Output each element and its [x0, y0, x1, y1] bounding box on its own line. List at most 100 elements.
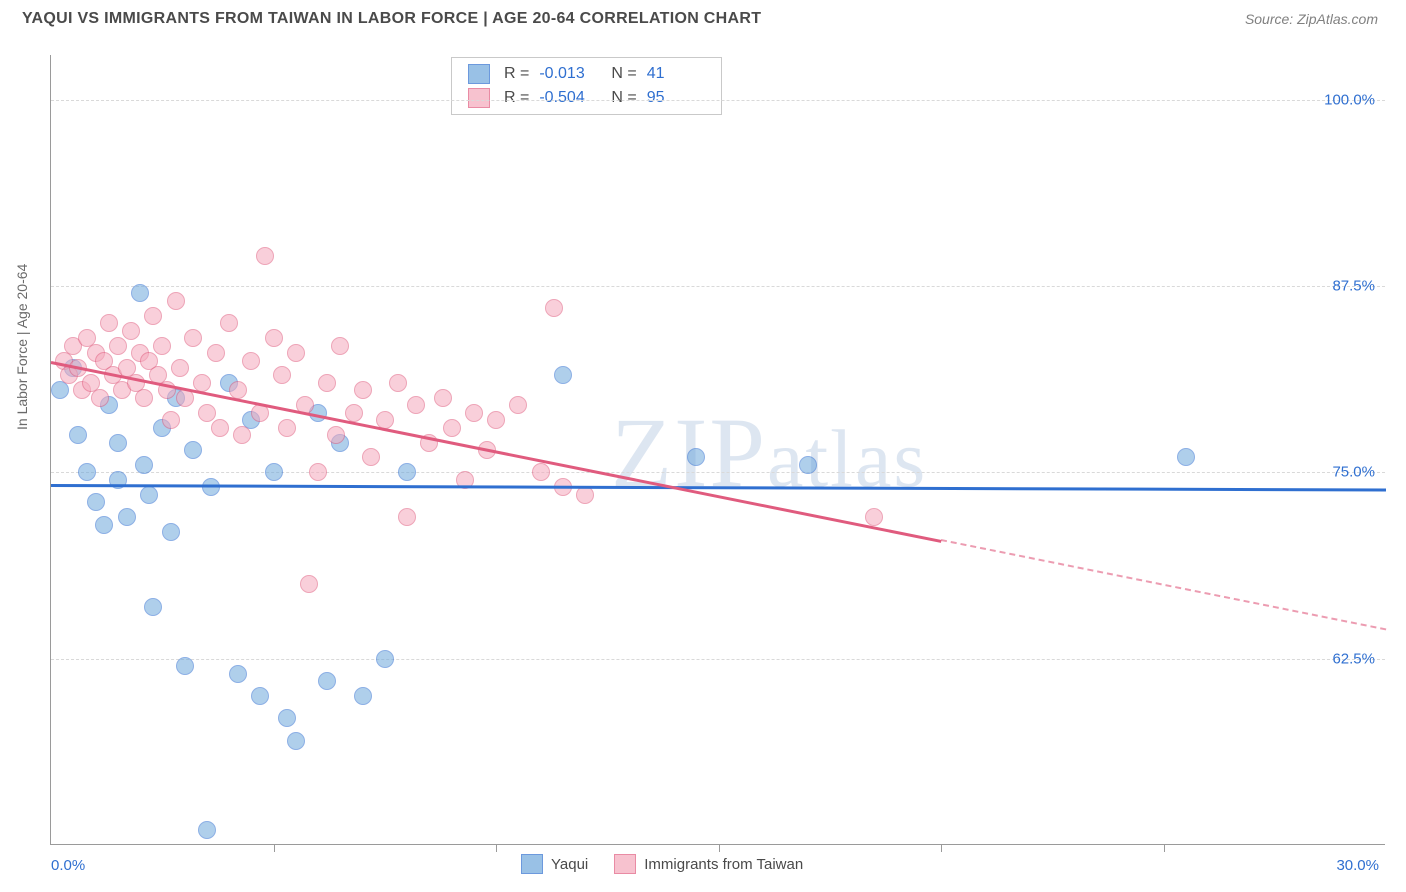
data-point: [545, 299, 563, 317]
chart-title: YAQUI VS IMMIGRANTS FROM TAIWAN IN LABOR…: [22, 10, 761, 28]
data-point: [95, 516, 113, 534]
data-point: [331, 337, 349, 355]
stats-row-taiwan: R = -0.504 N = 95: [452, 86, 721, 110]
y-tick-label: 87.5%: [1332, 278, 1375, 295]
data-point: [109, 337, 127, 355]
y-tick-label: 75.0%: [1332, 464, 1375, 481]
data-point: [273, 366, 291, 384]
y-axis-title: In Labor Force | Age 20-64: [14, 264, 30, 430]
r-label: R =: [504, 89, 529, 107]
x-tick-label: 30.0%: [1336, 857, 1379, 874]
data-point: [176, 657, 194, 675]
data-point: [487, 411, 505, 429]
legend-item-taiwan: Immigrants from Taiwan: [614, 854, 803, 874]
data-point: [1177, 448, 1195, 466]
data-point: [687, 448, 705, 466]
gridline: [51, 472, 1385, 473]
correlation-stats-box: R = -0.013 N = 41 R = -0.504 N = 95: [451, 57, 722, 115]
data-point: [327, 426, 345, 444]
watermark: ZIPatlas: [611, 395, 927, 510]
data-point: [118, 508, 136, 526]
n-value-yaqui: 41: [647, 65, 705, 83]
data-point: [443, 419, 461, 437]
data-point: [309, 463, 327, 481]
data-point: [318, 672, 336, 690]
data-point: [91, 389, 109, 407]
data-point: [109, 434, 127, 452]
data-point: [233, 426, 251, 444]
legend-label-yaqui: Yaqui: [551, 856, 588, 873]
data-point: [220, 314, 238, 332]
data-point: [131, 284, 149, 302]
gridline: [51, 659, 1385, 660]
data-point: [554, 366, 572, 384]
x-tick: [274, 844, 275, 852]
data-point: [278, 419, 296, 437]
data-point: [144, 307, 162, 325]
data-point: [799, 456, 817, 474]
data-point: [345, 404, 363, 422]
legend-label-taiwan: Immigrants from Taiwan: [644, 856, 803, 873]
data-point: [265, 463, 283, 481]
data-point: [434, 389, 452, 407]
trend-line-dashed: [941, 539, 1386, 630]
n-label: N =: [611, 65, 636, 83]
data-point: [354, 381, 372, 399]
data-point: [87, 493, 105, 511]
y-tick-label: 100.0%: [1324, 91, 1375, 108]
data-point: [465, 404, 483, 422]
data-point: [265, 329, 283, 347]
data-point: [122, 322, 140, 340]
stats-row-yaqui: R = -0.013 N = 41: [452, 62, 721, 86]
data-point: [162, 411, 180, 429]
data-point: [354, 687, 372, 705]
data-point: [389, 374, 407, 392]
swatch-yaqui: [468, 64, 490, 84]
r-value-taiwan: -0.504: [539, 89, 597, 107]
data-point: [398, 463, 416, 481]
data-point: [318, 374, 336, 392]
data-point: [278, 709, 296, 727]
title-bar: YAQUI VS IMMIGRANTS FROM TAIWAN IN LABOR…: [0, 0, 1406, 34]
data-point: [69, 426, 87, 444]
data-point: [184, 441, 202, 459]
gridline: [51, 286, 1385, 287]
data-point: [167, 292, 185, 310]
gridline: [51, 100, 1385, 101]
data-point: [229, 665, 247, 683]
data-point: [140, 486, 158, 504]
data-point: [207, 344, 225, 362]
source-label: Source: ZipAtlas.com: [1245, 11, 1378, 27]
x-tick: [719, 844, 720, 852]
data-point: [198, 821, 216, 839]
data-point: [287, 344, 305, 362]
data-point: [100, 314, 118, 332]
data-point: [362, 448, 380, 466]
x-tick: [1164, 844, 1165, 852]
legend-item-yaqui: Yaqui: [521, 854, 588, 874]
data-point: [509, 396, 527, 414]
x-tick-label: 0.0%: [51, 857, 85, 874]
data-point: [287, 732, 305, 750]
r-label: R =: [504, 65, 529, 83]
n-value-taiwan: 95: [647, 89, 705, 107]
legend-swatch-yaqui: [521, 854, 543, 874]
y-tick-label: 62.5%: [1332, 650, 1375, 667]
data-point: [256, 247, 274, 265]
x-tick: [941, 844, 942, 852]
data-point: [211, 419, 229, 437]
n-label: N =: [611, 89, 636, 107]
chart-plot-area: ZIPatlas R = -0.013 N = 41 R = -0.504 N …: [50, 55, 1385, 845]
data-point: [407, 396, 425, 414]
data-point: [153, 337, 171, 355]
data-point: [532, 463, 550, 481]
swatch-taiwan: [468, 88, 490, 108]
bottom-legend: Yaqui Immigrants from Taiwan: [521, 854, 803, 874]
data-point: [184, 329, 202, 347]
data-point: [865, 508, 883, 526]
legend-swatch-taiwan: [614, 854, 636, 874]
data-point: [198, 404, 216, 422]
x-tick: [496, 844, 497, 852]
data-point: [135, 456, 153, 474]
data-point: [300, 575, 318, 593]
